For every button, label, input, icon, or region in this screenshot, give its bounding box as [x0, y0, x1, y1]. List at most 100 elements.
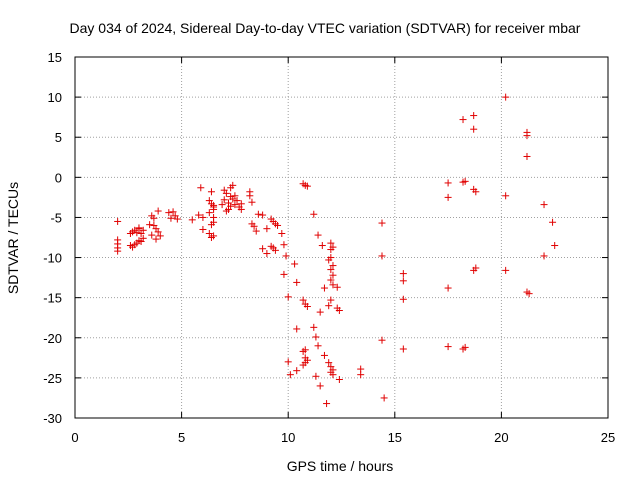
data-point-plus	[316, 308, 324, 316]
data-point-plus	[327, 266, 335, 274]
data-point-plus	[399, 295, 407, 303]
data-point-plus	[320, 284, 328, 292]
data-point-plus	[399, 277, 407, 285]
data-point-plus	[274, 221, 282, 229]
data-point-plus	[461, 177, 469, 185]
data-point-plus	[335, 307, 343, 315]
x-tick-label: 20	[494, 430, 508, 445]
data-point-plus	[502, 192, 510, 200]
data-point-plus	[210, 232, 218, 240]
data-point-plus	[327, 296, 335, 304]
data-point-plus	[148, 231, 156, 239]
data-point-plus	[523, 132, 531, 140]
data-point-plus	[327, 239, 335, 247]
data-point-plus	[502, 266, 510, 274]
data-point-plus	[325, 302, 333, 310]
data-point-plus	[207, 188, 215, 196]
data-point-plus	[220, 196, 228, 204]
data-point-plus	[444, 343, 452, 351]
data-point-plus	[329, 243, 337, 251]
data-point-plus	[210, 213, 218, 221]
x-tick-label: 5	[178, 430, 185, 445]
data-point-plus	[329, 281, 337, 289]
data-point-plus	[246, 192, 254, 200]
y-tick-label: -15	[43, 291, 62, 306]
data-point-plus	[312, 372, 320, 380]
data-point-plus	[444, 179, 452, 187]
data-point-plus	[280, 270, 288, 278]
data-point-plus	[286, 371, 294, 379]
x-tick-label: 25	[601, 430, 615, 445]
data-point-plus	[152, 235, 160, 243]
data-point-plus	[259, 245, 267, 253]
data-point-plus	[320, 351, 328, 359]
data-point-plus	[444, 284, 452, 292]
data-point-plus	[303, 302, 311, 310]
data-point-plus	[472, 264, 480, 272]
data-point-plus	[323, 400, 331, 408]
data-point-plus	[299, 296, 307, 304]
data-points	[114, 93, 559, 408]
y-tick-label: -5	[50, 210, 62, 225]
data-point-plus	[318, 242, 326, 250]
data-point-plus	[284, 293, 292, 301]
x-tick-label: 15	[388, 430, 402, 445]
y-tick-labels: -30 -25 -20 -15 -10 -5 0 5 10 15	[43, 50, 62, 426]
data-point-plus	[380, 394, 388, 402]
data-point-plus	[282, 252, 290, 260]
data-point-plus	[303, 356, 311, 364]
data-point-plus	[314, 342, 322, 350]
data-point-plus	[271, 246, 279, 254]
data-point-plus	[540, 201, 548, 209]
data-point-plus	[444, 193, 452, 201]
data-point-plus	[173, 215, 181, 223]
data-point-plus	[459, 116, 467, 124]
data-point-plus	[229, 181, 237, 189]
chart-title: Day 034 of 2024, Sidereal Day-to-day VTE…	[70, 20, 581, 36]
data-point-plus	[549, 218, 557, 226]
data-point-plus	[357, 371, 365, 379]
data-point-plus	[303, 182, 311, 190]
data-point-plus	[310, 210, 318, 218]
data-point-plus	[135, 224, 143, 232]
data-point-plus	[329, 371, 337, 379]
data-point-plus	[114, 217, 122, 225]
data-point-plus	[139, 226, 147, 234]
data-point-plus	[378, 252, 386, 260]
data-point-plus	[254, 210, 262, 218]
y-tick-label: 15	[48, 50, 62, 65]
data-point-plus	[551, 242, 559, 250]
data-point-plus	[523, 152, 531, 160]
data-point-plus	[312, 333, 320, 341]
data-point-plus	[250, 222, 258, 230]
data-point-plus	[165, 209, 173, 217]
axis-ticks	[74, 56, 609, 419]
data-point-plus	[461, 343, 469, 351]
data-point-plus	[156, 232, 164, 240]
data-point-plus	[259, 211, 267, 219]
y-tick-label: -25	[43, 371, 62, 386]
data-point-plus	[327, 254, 335, 262]
data-point-plus	[293, 325, 301, 333]
data-point-plus	[263, 225, 271, 233]
data-point-plus	[329, 262, 337, 270]
data-point-plus	[263, 250, 271, 258]
data-point-plus	[199, 213, 207, 221]
data-point-plus	[199, 225, 207, 233]
data-point-plus	[310, 323, 318, 331]
data-point-plus	[327, 276, 335, 284]
y-tick-label: 5	[55, 130, 62, 145]
y-tick-label: -30	[43, 411, 62, 426]
data-point-plus	[114, 247, 122, 255]
gridlines	[75, 57, 608, 418]
data-point-plus	[378, 219, 386, 227]
data-point-plus	[316, 382, 324, 390]
x-tick-labels: 0 5 10 15 20 25	[71, 430, 615, 445]
data-point-plus	[399, 270, 407, 278]
data-point-plus	[301, 346, 309, 354]
data-point-plus	[146, 221, 154, 229]
data-point-plus	[227, 202, 235, 210]
data-point-plus	[325, 359, 333, 367]
y-tick-label: 10	[48, 90, 62, 105]
data-point-plus	[333, 283, 341, 291]
